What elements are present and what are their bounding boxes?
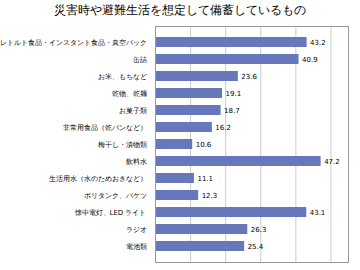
svg-text:非常用食品（乾パンなど）: 非常用食品（乾パンなど） xyxy=(63,124,147,132)
svg-text:缶詰: 缶詰 xyxy=(133,56,147,64)
svg-text:18.7: 18.7 xyxy=(224,107,240,115)
svg-text:乾物、乾麺: 乾物、乾麺 xyxy=(112,90,147,98)
svg-text:43.1: 43.1 xyxy=(310,209,326,217)
svg-text:レトルト食品・インスタント食品・真空パック: レトルト食品・インスタント食品・真空パック xyxy=(0,39,147,47)
svg-text:生活用水（水のためおきなど）: 生活用水（水のためおきなど） xyxy=(49,175,147,183)
svg-text:25.4: 25.4 xyxy=(248,243,264,251)
svg-text:16.2: 16.2 xyxy=(215,124,231,132)
svg-text:ポリタンク、バケツ: ポリタンク、バケツ xyxy=(84,192,147,200)
svg-text:ラジオ: ラジオ xyxy=(126,226,147,234)
svg-text:電池類: 電池類 xyxy=(126,243,147,251)
svg-text:12.3: 12.3 xyxy=(202,192,218,200)
svg-text:飲料水: 飲料水 xyxy=(126,158,147,166)
svg-text:11.1: 11.1 xyxy=(197,175,213,183)
svg-text:10.6: 10.6 xyxy=(196,141,212,149)
svg-text:懐中電灯、LED ライト: 懐中電灯、LED ライト xyxy=(74,209,147,217)
svg-text:梅干し・漬物類: 梅干し・漬物類 xyxy=(97,141,147,149)
svg-text:43.2: 43.2 xyxy=(310,39,326,47)
svg-text:26.3: 26.3 xyxy=(251,226,267,234)
svg-text:お菓子類: お菓子類 xyxy=(119,107,147,115)
svg-text:47.2: 47.2 xyxy=(324,158,340,166)
svg-text:19.1: 19.1 xyxy=(226,90,242,98)
svg-text:お米、もちなど: お米、もちなど xyxy=(98,73,147,81)
svg-text:40.9: 40.9 xyxy=(302,56,318,64)
svg-text:23.6: 23.6 xyxy=(241,73,257,81)
html-text:災害時や避難生活を想定して備蓄しているもの: 災害時や避難生活を想定して備蓄しているもの xyxy=(54,3,306,17)
